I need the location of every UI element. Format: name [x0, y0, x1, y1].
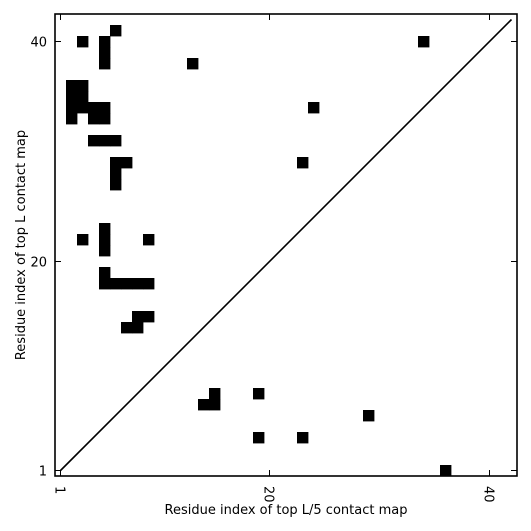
contact-cell — [209, 399, 221, 411]
contact-cell — [99, 267, 111, 279]
contact-cell — [110, 25, 122, 37]
contact-cell — [297, 432, 309, 444]
y-tick-label: 40 — [30, 36, 47, 51]
contact-cell — [99, 223, 111, 235]
contact-cell — [99, 135, 111, 147]
y-axis-label: Residue index of top L contact map — [14, 130, 29, 360]
contact-cell — [297, 157, 309, 169]
contact-cell — [121, 157, 133, 169]
plot-frame — [54, 13, 518, 477]
contact-cell — [99, 245, 111, 257]
contact-cell — [132, 311, 144, 323]
x-axis-label: Residue index of top L/5 contact map — [165, 503, 408, 518]
contact-cell — [209, 388, 221, 400]
y-tick-label: 20 — [30, 256, 47, 271]
contact-cell — [253, 432, 265, 444]
y-tick-label: 1 — [39, 465, 47, 480]
contact-cell — [99, 36, 111, 48]
contact-cell — [110, 278, 122, 290]
axis-ticks: 1 20 40 1 20 40 — [30, 14, 517, 503]
contact-cell — [110, 179, 122, 191]
contact-cell — [418, 36, 430, 48]
contact-cell — [132, 322, 144, 334]
contact-cell — [440, 465, 452, 477]
contact-cell — [77, 91, 89, 103]
contact-cell — [88, 102, 100, 114]
contact-cell — [187, 58, 199, 70]
contact-cell — [77, 36, 89, 48]
contact-cell — [66, 102, 78, 114]
contact-cell — [198, 399, 210, 411]
contact-cells — [66, 25, 452, 477]
contact-cell — [99, 47, 111, 59]
contact-cell — [308, 102, 320, 114]
contact-cell — [77, 102, 89, 114]
contact-cell — [121, 322, 133, 334]
contact-cell — [143, 311, 155, 323]
contact-cell — [253, 388, 265, 400]
diagonal-line — [59, 18, 513, 472]
contact-cell — [99, 278, 111, 290]
contact-cell — [110, 135, 122, 147]
x-tick-label: 1 — [52, 486, 67, 494]
contact-cell — [110, 168, 122, 180]
x-tick-label: 20 — [261, 486, 276, 503]
x-tick-label: 40 — [481, 486, 496, 503]
contact-cell — [66, 80, 78, 92]
contact-cell — [77, 80, 89, 92]
contact-cell — [66, 91, 78, 103]
contact-cell — [143, 278, 155, 290]
contact-cell — [99, 102, 111, 114]
contact-cell — [99, 58, 111, 70]
contact-cell — [88, 135, 100, 147]
contact-cell — [88, 113, 100, 125]
contact-cell — [143, 234, 155, 246]
contact-cell — [121, 278, 133, 290]
contact-cell — [77, 234, 89, 246]
contact-cell — [363, 410, 375, 422]
contact-cell — [132, 278, 144, 290]
contact-cell — [110, 157, 122, 169]
contact-cell — [99, 234, 111, 246]
contact-cell — [99, 113, 111, 125]
contact-cell — [66, 113, 78, 125]
